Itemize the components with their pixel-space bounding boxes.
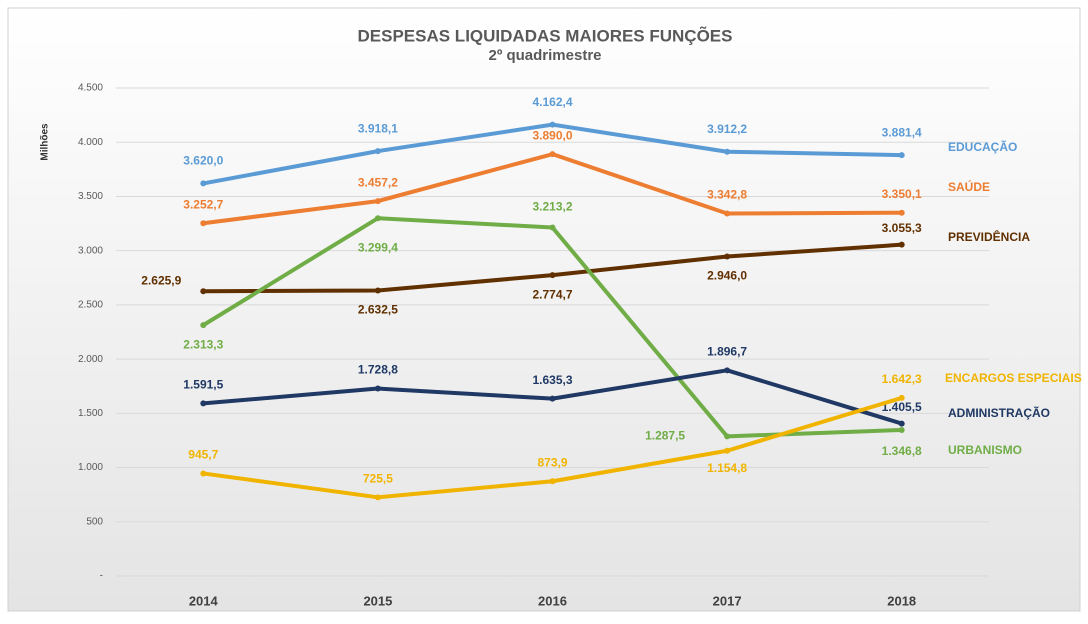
chart-subtitle: 2º quadrimestre	[488, 47, 601, 64]
data-label: 3.342,8	[707, 188, 747, 202]
data-point	[898, 426, 905, 433]
y-tick-label: -	[100, 571, 103, 582]
data-label: 1.591,5	[183, 378, 223, 392]
data-label: 2.313,3	[183, 337, 223, 351]
chart-background	[7, 7, 1081, 612]
data-point	[200, 470, 207, 477]
data-label: 3.918,1	[358, 121, 398, 135]
data-point	[724, 148, 731, 155]
data-label: 1.896,7	[707, 344, 747, 358]
data-point	[374, 385, 381, 392]
data-label: 3.350,1	[882, 187, 922, 201]
data-label: 3.457,2	[358, 175, 398, 189]
data-point	[374, 198, 381, 205]
data-point	[549, 224, 556, 231]
data-point	[898, 209, 905, 216]
data-point	[898, 152, 905, 159]
y-axis-label: Milhões	[40, 123, 51, 161]
data-point	[898, 241, 905, 248]
x-tick-label: 2018	[887, 593, 916, 608]
data-point	[549, 478, 556, 485]
data-label: 3.252,7	[183, 197, 223, 211]
x-tick-label: 2015	[363, 593, 392, 608]
data-point	[200, 220, 207, 227]
y-tick-label: 1.500	[78, 408, 103, 419]
data-label: 3.213,2	[532, 200, 572, 214]
data-label: 1.154,8	[707, 461, 747, 475]
data-point	[549, 151, 556, 158]
data-point	[200, 180, 207, 187]
data-point	[724, 253, 731, 260]
data-point	[200, 322, 207, 329]
y-tick-label: 1.000	[78, 462, 103, 473]
data-label: 1.728,8	[358, 363, 398, 377]
data-point	[898, 420, 905, 427]
data-label: 2.632,5	[358, 303, 398, 317]
data-point	[724, 433, 731, 440]
legend-label: EDUCAÇÃO	[948, 139, 1017, 154]
data-point	[374, 148, 381, 155]
y-tick-label: 4.500	[78, 83, 103, 94]
data-label: 3.299,4	[358, 240, 398, 254]
data-point	[374, 287, 381, 294]
data-label: 3.890,0	[532, 128, 572, 142]
data-label: 1.635,3	[532, 373, 572, 387]
y-tick-label: 4.000	[78, 137, 103, 148]
data-point	[724, 447, 731, 454]
data-point	[200, 288, 207, 295]
data-label: 945,7	[188, 448, 218, 462]
data-label: 1.642,3	[882, 372, 922, 386]
data-point	[374, 494, 381, 501]
data-label: 2.774,7	[532, 287, 572, 301]
data-point	[724, 367, 731, 374]
data-label: 3.912,2	[707, 122, 747, 136]
data-label: 1.287,5	[645, 429, 685, 443]
y-tick-label: 2.000	[78, 354, 103, 365]
data-label: 1.405,5	[882, 400, 922, 414]
data-point	[724, 210, 731, 217]
legend-label: PREVIDÊNCIA	[948, 229, 1030, 244]
legend-label: ENCARGOS ESPECIAIS	[945, 371, 1082, 385]
data-label: 2.946,0	[707, 269, 747, 283]
data-point	[898, 394, 905, 401]
data-label: 3.055,3	[882, 221, 922, 235]
data-label: 3.881,4	[882, 125, 922, 139]
data-point	[374, 215, 381, 222]
chart-title: DESPESAS LIQUIDADAS MAIORES FUNÇÕES	[358, 25, 733, 45]
x-tick-label: 2016	[538, 593, 567, 608]
legend-label: SAÚDE	[948, 179, 990, 194]
x-tick-label: 2017	[713, 593, 742, 608]
data-point	[549, 395, 556, 402]
legend-label: URBANISMO	[948, 443, 1022, 457]
data-label: 725,5	[363, 471, 393, 485]
y-tick-label: 2.500	[78, 300, 103, 311]
y-tick-label: 3.500	[78, 191, 103, 202]
legend-label: ADMINISTRAÇÃO	[948, 405, 1050, 420]
data-label: 3.620,0	[183, 154, 223, 168]
data-label: 2.625,9	[141, 273, 181, 287]
data-point	[200, 400, 207, 407]
data-label: 873,9	[537, 455, 567, 469]
y-tick-label: 3.000	[78, 245, 103, 256]
data-label: 4.162,4	[532, 95, 572, 109]
data-label: 1.346,8	[882, 444, 922, 458]
data-point	[549, 121, 556, 128]
data-point	[549, 272, 556, 279]
y-tick-label: 500	[86, 516, 103, 527]
x-tick-label: 2014	[189, 593, 219, 608]
